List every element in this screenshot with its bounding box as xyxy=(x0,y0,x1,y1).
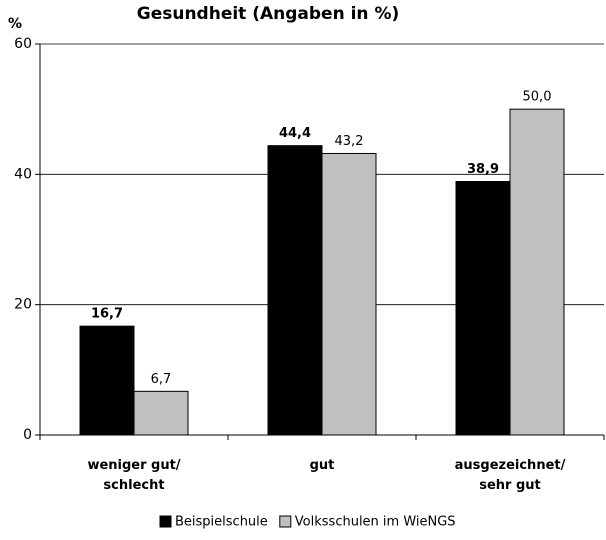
x-tick-label: gut xyxy=(310,458,335,473)
bar xyxy=(133,390,189,436)
y-tick-label: 60 xyxy=(14,36,32,52)
x-tick-label-line: weniger gut/ xyxy=(87,458,180,473)
bar xyxy=(267,145,323,436)
value-label: 38,9 xyxy=(467,162,499,177)
x-tick-label-line: gut xyxy=(310,458,335,473)
bar xyxy=(455,181,511,436)
y-axis-label: % xyxy=(8,16,22,32)
value-label: 50,0 xyxy=(523,90,552,105)
x-tick-label: ausgezeichnet/sehr gut xyxy=(455,458,566,493)
chart-title: Gesundheit (Angaben in %) xyxy=(137,4,400,24)
y-tick-label: 20 xyxy=(14,297,32,313)
x-tick-label-line: sehr gut xyxy=(479,478,541,493)
legend-swatch xyxy=(279,515,292,528)
value-label: 43,2 xyxy=(335,134,364,149)
x-tick-label-line: ausgezeichnet/ xyxy=(455,458,566,473)
value-label: 44,4 xyxy=(279,126,311,141)
bar xyxy=(509,108,565,436)
value-label: 6,7 xyxy=(151,372,172,387)
legend-label: Volksschulen im WieNGS xyxy=(295,515,456,530)
value-label: 16,7 xyxy=(91,307,123,322)
y-tick-label: 40 xyxy=(14,166,32,182)
x-tick-label-line: schlecht xyxy=(103,478,164,493)
bar xyxy=(321,152,377,436)
y-tick-label: 0 xyxy=(23,427,32,443)
legend-swatch xyxy=(159,515,172,528)
x-tick-label: weniger gut/schlecht xyxy=(87,458,180,493)
legend: Beispielschule Volksschulen im WieNGS xyxy=(159,515,456,530)
bar xyxy=(79,325,135,436)
legend-label: Beispielschule xyxy=(175,515,268,530)
